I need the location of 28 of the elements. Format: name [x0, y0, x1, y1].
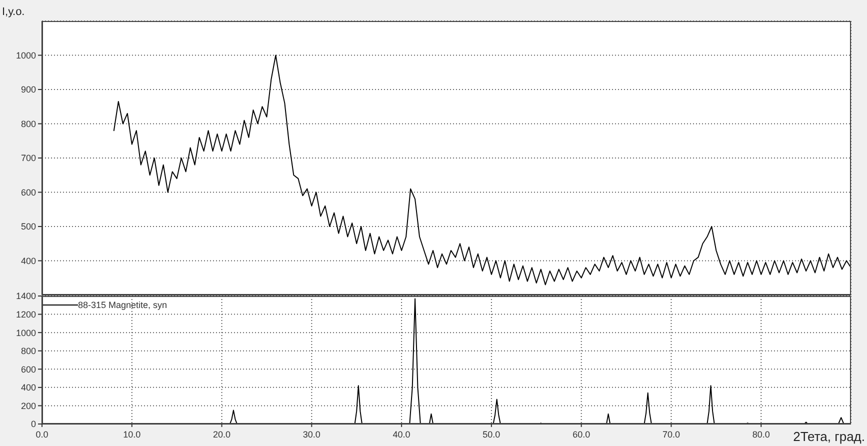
legend-label: 88-315 Magnetite, syn: [78, 300, 168, 310]
y-tick-label: 600: [20, 187, 36, 198]
x-tick-label: 70.0: [662, 429, 680, 440]
y-tick-label: 1400: [16, 291, 36, 302]
y-tick-label: 800: [20, 118, 36, 129]
y-axis-title: I,у.о.: [2, 6, 25, 18]
x-tick-label: 50.0: [482, 429, 500, 440]
x-tick-label: 10.0: [123, 429, 141, 440]
line-series: [113, 54, 851, 286]
y-tick-label: 400: [20, 256, 36, 266]
y-tick-label: 900: [20, 84, 36, 95]
y-tick-label: 400: [20, 382, 36, 393]
x-tick-label: 80.0: [752, 429, 770, 440]
y-tick-label: 600: [20, 364, 36, 374]
y-tick-label: 500: [20, 222, 36, 232]
y-tick-label: 1000: [16, 328, 36, 338]
y-tick-label: 700: [20, 153, 36, 164]
x-tick-label: 0.0: [36, 429, 48, 440]
y-tick-label: 1000: [16, 50, 36, 60]
x-tick-label: 20.0: [213, 429, 231, 440]
x-tick-label: 40.0: [392, 429, 410, 440]
y-tick-label: 1200: [16, 309, 36, 320]
x-axis-title: 2Тета, град.: [793, 429, 865, 444]
y-tick-label: 200: [20, 400, 36, 411]
x-tick-label: 60.0: [572, 429, 590, 440]
y-tick-label: 0: [30, 419, 36, 430]
x-tick-label: 30.0: [302, 429, 320, 440]
y-tick-label: 800: [20, 346, 36, 356]
